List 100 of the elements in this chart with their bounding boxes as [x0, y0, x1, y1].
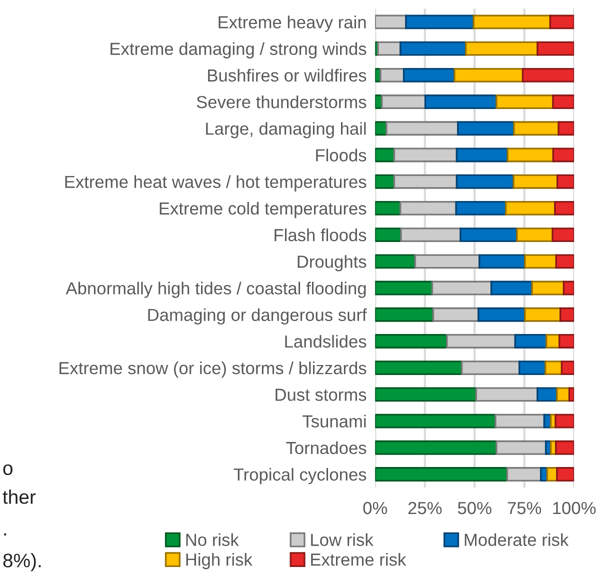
bar	[375, 280, 434, 296]
bar	[375, 414, 496, 428]
bar	[514, 334, 548, 348]
bar	[375, 387, 478, 402]
bar	[536, 387, 558, 402]
bar	[375, 174, 396, 189]
bar	[456, 148, 508, 162]
y-tick-label: Extreme heat waves / hot temperatures	[65, 175, 366, 192]
bar	[455, 200, 507, 216]
bar	[524, 254, 557, 269]
legend-label: Low risk	[311, 533, 374, 546]
bar	[494, 414, 546, 428]
bar	[375, 360, 463, 376]
y-tick-label: Dust storms	[276, 388, 366, 401]
bar	[560, 360, 574, 376]
bar	[496, 94, 554, 109]
bar	[380, 68, 405, 82]
bar	[478, 254, 526, 269]
y-tick-label: Severe thunderstorms	[196, 95, 366, 108]
bar	[556, 174, 574, 189]
y-tick-label: Droughts	[298, 255, 366, 272]
bar	[552, 228, 574, 242]
bar	[381, 94, 426, 109]
bar	[558, 334, 574, 348]
y-tick-label: Damaging or dangerous surf	[148, 308, 367, 325]
y-tick-label: Tropical cyclones	[234, 468, 366, 484]
x-tick-label: 75%	[508, 502, 542, 514]
y-tick-label: Large, damaging hail	[206, 122, 366, 138]
bar	[568, 387, 574, 402]
text: ther	[2, 490, 36, 504]
bar	[556, 467, 574, 482]
y-tick-label: Extreme snow (or ice) storms / blizzards	[60, 362, 366, 378]
bar	[555, 440, 574, 455]
bar	[524, 307, 562, 322]
bar	[549, 14, 574, 30]
x-tick-label: 0%	[363, 502, 388, 514]
legend-label: Extreme risk	[311, 553, 406, 566]
y-tick-label: Flash floods	[274, 228, 366, 242]
text: o	[3, 464, 12, 476]
bar	[490, 280, 533, 296]
x-tick-label: 100%	[553, 502, 596, 514]
bar	[552, 148, 574, 162]
bar	[552, 94, 574, 109]
bar	[400, 200, 457, 216]
y-tick-label: Extreme damaging / strong winds	[110, 42, 366, 58]
bar	[556, 387, 570, 402]
bar	[558, 121, 574, 136]
legend-label: No risk	[186, 533, 239, 546]
bar	[457, 121, 515, 136]
bar	[456, 174, 514, 189]
bar	[562, 280, 574, 296]
bar	[375, 334, 448, 348]
bar	[377, 41, 402, 56]
bar	[544, 360, 563, 376]
bar	[375, 14, 407, 30]
bar	[400, 228, 462, 242]
y-tick-label: Floods	[316, 148, 366, 162]
bar	[554, 414, 574, 428]
y-tick-label: Extreme cold temperatures	[160, 202, 366, 218]
y-tick-label: Extreme heavy rain	[218, 16, 366, 32]
legend-label: Moderate risk	[464, 533, 569, 546]
bar	[402, 68, 456, 82]
bar	[432, 307, 480, 322]
bar	[475, 387, 538, 402]
bar	[375, 254, 416, 269]
text: .	[4, 533, 6, 536]
bar	[559, 307, 574, 322]
bar	[546, 334, 560, 348]
bar	[446, 334, 516, 348]
bar	[505, 200, 556, 216]
bar	[555, 254, 574, 269]
bar	[431, 280, 492, 296]
legend-label: High risk	[186, 553, 252, 570]
bar	[461, 360, 520, 376]
bar	[518, 360, 546, 376]
bar	[375, 228, 402, 242]
y-tick-label: Abnormally high tides / coastal flooding	[66, 282, 366, 298]
bar	[386, 121, 459, 136]
bar	[513, 121, 560, 136]
bar	[516, 228, 554, 242]
x-tick-label: 50%	[458, 502, 492, 514]
bar	[424, 94, 498, 109]
bar	[375, 200, 402, 216]
bar	[522, 68, 574, 82]
bar	[400, 41, 467, 56]
bar	[454, 68, 524, 82]
bar	[414, 254, 480, 269]
text: 8%).	[3, 553, 41, 572]
bar	[465, 41, 538, 56]
bar	[460, 228, 518, 242]
y-tick-label: Landslides	[285, 334, 366, 348]
bar	[496, 440, 547, 455]
bar	[375, 440, 498, 455]
bar	[506, 467, 542, 482]
y-tick-label: Tsunami	[302, 414, 366, 428]
bar	[375, 467, 508, 482]
bar	[554, 200, 574, 216]
bar	[405, 14, 474, 30]
x-tick-label: 25%	[408, 502, 442, 514]
bar	[512, 174, 558, 189]
